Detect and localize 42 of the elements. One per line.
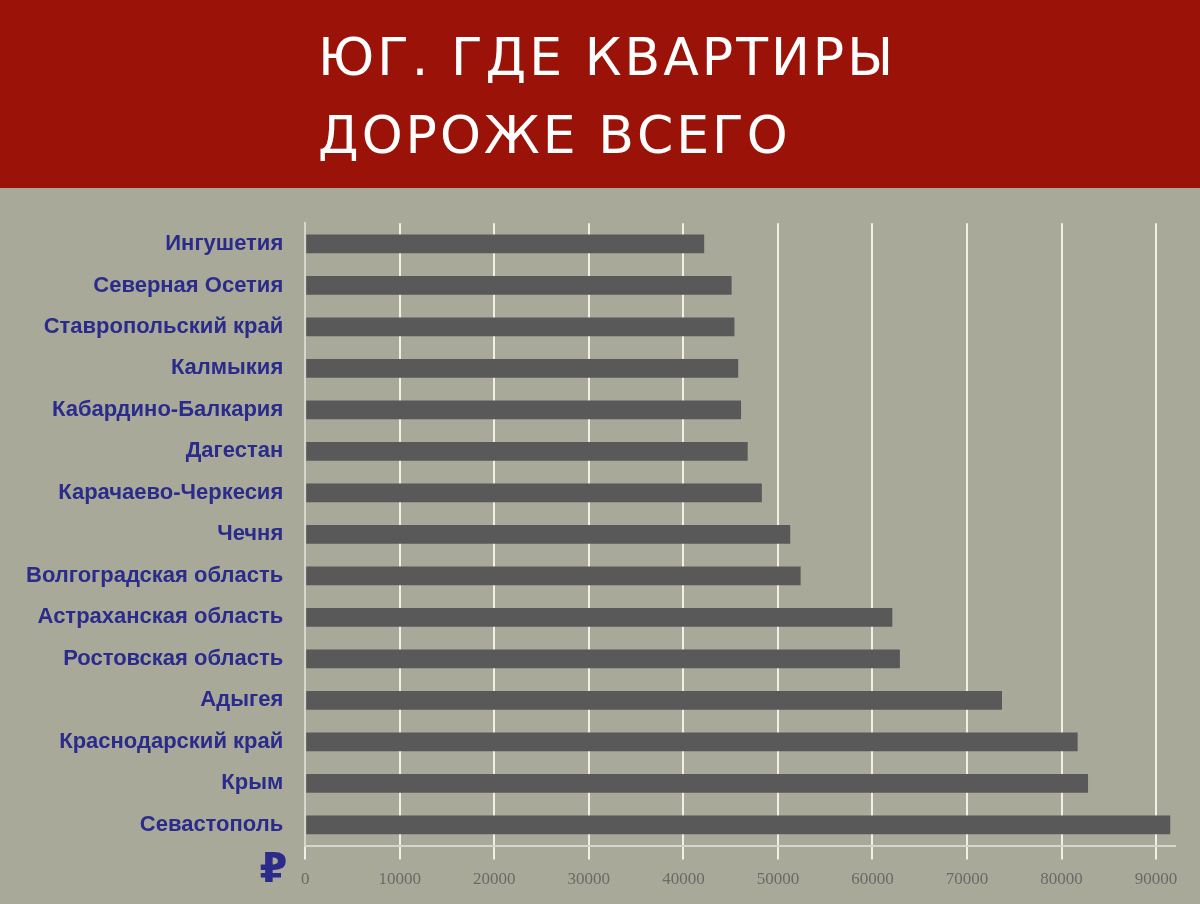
x-tick-label: 20000 (473, 869, 516, 889)
x-tick-label: 40000 (662, 869, 705, 889)
y-tick-label: Карачаево-Черкесия (58, 478, 284, 504)
y-tick-label: Ингушетия (165, 230, 284, 256)
y-tick-label: Астраханская область (37, 603, 284, 629)
bar (306, 732, 1078, 752)
bar (306, 566, 801, 586)
x-tick-label: 70000 (945, 869, 989, 889)
y-tick-label: Кабардино-Балкария (51, 395, 284, 421)
y-tick-label: Калмыкия (170, 354, 284, 380)
x-tick-label: 10000 (378, 869, 422, 889)
y-tick-label: Волгоградская область (26, 561, 284, 587)
y-tick-label: Крым (221, 769, 284, 795)
bar (306, 608, 893, 627)
y-tick-label: Дагестан (185, 437, 284, 463)
x-axis-title: ₽ (259, 844, 288, 891)
chart-title: ЮГ. ГДЕ КВАРТИРЫ ДОРОЖЕ ВСЕГО (318, 26, 898, 167)
bar (306, 691, 1002, 710)
bar (306, 317, 735, 337)
y-tick-label: Адыгея (200, 686, 284, 712)
x-tick-label: 0 (300, 869, 310, 889)
x-tick-label: 90000 (1134, 869, 1178, 889)
bar (306, 774, 1089, 793)
bar (306, 483, 762, 503)
bar (306, 234, 705, 254)
bar (306, 442, 748, 461)
y-tick-label: Ростовская область (63, 644, 284, 670)
y-tick-label: Ставропольский край (43, 313, 284, 338)
y-tick-label: Севастополь (139, 810, 284, 836)
x-tick-label: 80000 (1040, 869, 1083, 889)
bar (306, 359, 739, 378)
x-tick-label: 60000 (851, 869, 894, 889)
bar (306, 276, 732, 295)
bar (306, 815, 1171, 835)
bar (306, 525, 791, 544)
x-tick-label: 30000 (567, 869, 611, 889)
y-tick-label: Краснодарский край (59, 727, 284, 753)
y-tick-label: Северная Осетия (93, 271, 284, 297)
bar (306, 400, 742, 420)
y-tick-label: Чечня (217, 520, 284, 546)
x-tick-label: 50000 (756, 869, 800, 889)
bar (306, 649, 900, 669)
